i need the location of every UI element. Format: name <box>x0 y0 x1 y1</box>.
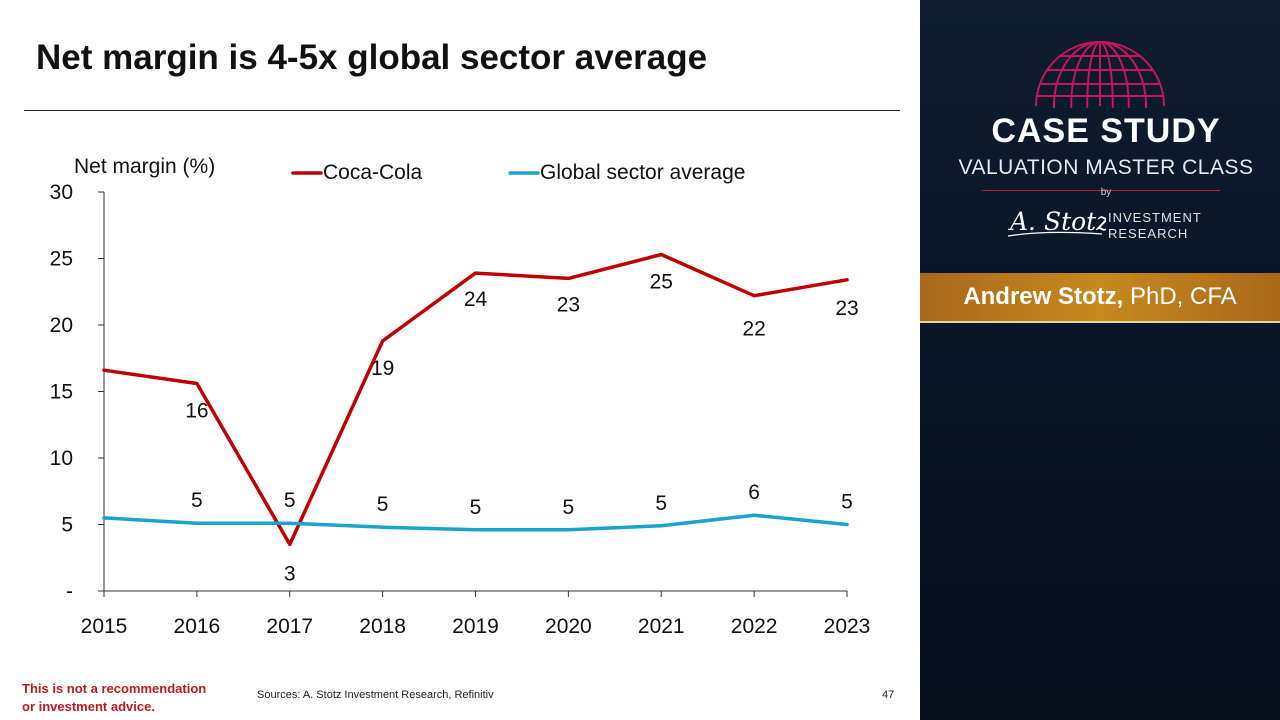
x-tick-label: 2017 <box>266 615 313 638</box>
sources-note: Sources: A. Stotz Investment Research, R… <box>257 689 494 701</box>
master-class-subtitle: VALUATION MASTER CLASS <box>958 156 1254 179</box>
x-tick-label: 2018 <box>359 615 406 638</box>
slide-title: Net margin is 4-5x global sector average <box>36 38 708 77</box>
signature-text: A. Stotz <box>1008 207 1106 236</box>
signature-logo: A. Stotz <box>1007 207 1106 237</box>
series-line <box>102 513 849 532</box>
firm-name: INVESTMENT RESEARCH <box>1108 210 1202 242</box>
y-tick-label: 30 <box>50 181 73 204</box>
data-label: 23 <box>835 297 858 320</box>
data-label: 5 <box>191 489 203 512</box>
data-label: 5 <box>655 492 667 515</box>
data-label: 6 <box>748 481 760 504</box>
x-tick-label: 2022 <box>731 615 778 638</box>
legend-label: Coca-Cola <box>323 161 423 184</box>
y-tick-label: - <box>66 580 73 603</box>
net-margin-chart: - 5 10 15 20 25 30 2015 2016 2017 2018 2019 2020 2021… <box>50 155 871 638</box>
data-label: 23 <box>557 293 580 316</box>
disclaimer-line-1: This is not a recommendation <box>22 681 207 696</box>
disclaimer-line-2: or investment advice. <box>22 699 155 714</box>
data-label: 3 <box>284 562 296 585</box>
author-name: Andrew Stotz, <box>963 283 1124 310</box>
legend-label: Global sector average <box>540 161 745 184</box>
y-tick-label: 25 <box>50 248 73 271</box>
x-tick-label: 2023 <box>824 615 871 638</box>
y-tick-label: 5 <box>61 514 73 537</box>
data-label: 5 <box>563 496 575 519</box>
title-divider <box>24 110 900 111</box>
x-tick-label: 2020 <box>545 615 592 638</box>
y-tick-label: 20 <box>50 314 73 337</box>
data-label: 19 <box>371 357 394 380</box>
case-study-title: CASE STUDY <box>991 112 1221 150</box>
x-tick-label: 2015 <box>81 615 128 638</box>
data-label: 22 <box>742 318 765 341</box>
disclaimer: This is not a recommendation or investme… <box>22 680 206 716</box>
data-label: 24 <box>464 288 488 311</box>
branding-panel: CASE STUDY VALUATION MASTER CLASS by A. … <box>920 0 1280 720</box>
data-label: 25 <box>650 271 673 294</box>
author-credentials: PhD, CFA <box>1123 283 1237 310</box>
x-tick-label: 2021 <box>638 615 685 638</box>
x-tick-label: 2016 <box>174 615 221 638</box>
y-axis-title: Net margin (%) <box>74 155 215 178</box>
data-label: 16 <box>185 400 208 423</box>
by-label: by <box>1100 187 1112 198</box>
subtitle-divider <box>982 190 1220 191</box>
data-label: 5 <box>377 493 389 516</box>
series-line <box>102 252 849 547</box>
y-tick-label: 15 <box>50 381 73 404</box>
firm-line-1: INVESTMENT <box>1108 210 1202 225</box>
globe-logo-icon <box>1035 41 1165 108</box>
firm-line-2: RESEARCH <box>1108 226 1189 241</box>
author-bar: Andrew Stotz, PhD, CFA <box>920 273 1280 323</box>
data-label: 5 <box>470 496 482 519</box>
y-tick-label: 10 <box>50 447 73 470</box>
data-label: 5 <box>841 491 853 514</box>
data-label: 5 <box>284 489 296 512</box>
page-number: 47 <box>882 689 895 701</box>
x-tick-label: 2019 <box>452 615 499 638</box>
